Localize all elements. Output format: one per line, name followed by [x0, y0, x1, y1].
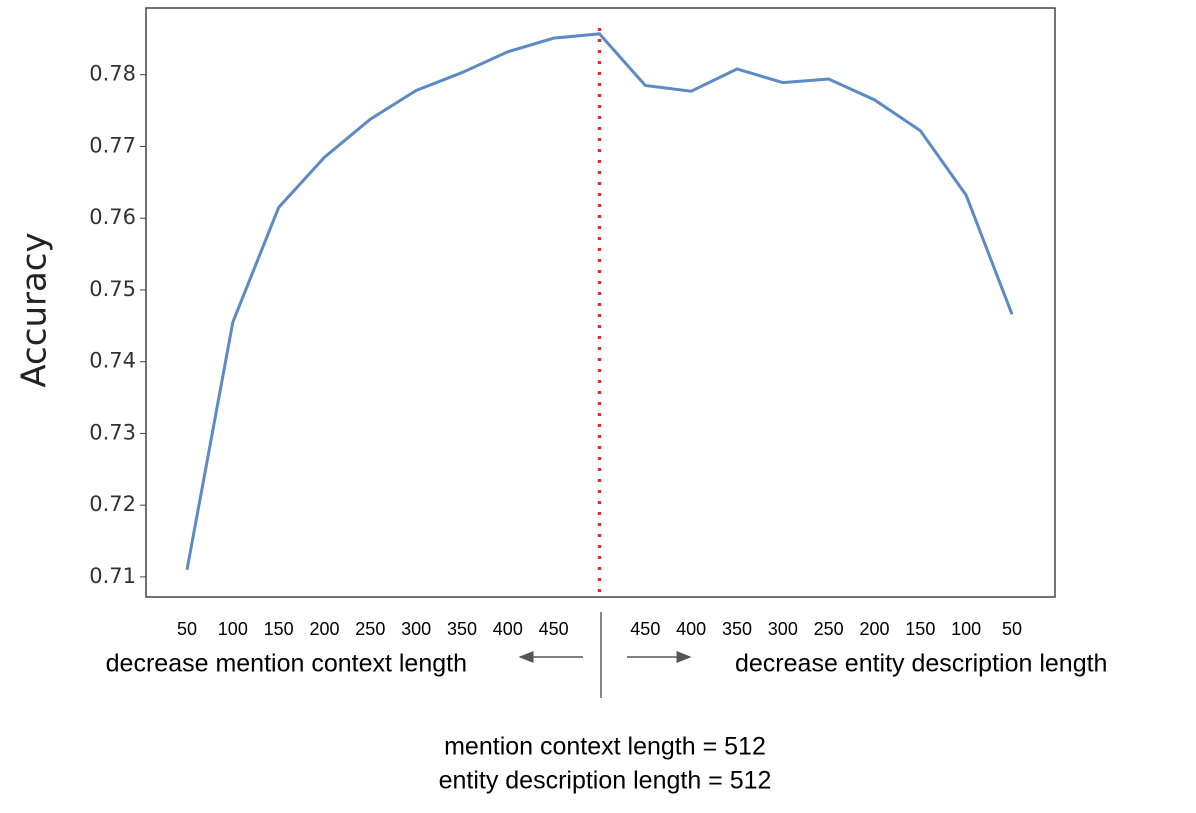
plot-frame [145, 7, 1056, 598]
x-tick-label: 100 [218, 619, 248, 639]
annotation: decrease entity description length [735, 650, 1107, 678]
annotation: mention context length = 512 [444, 733, 766, 761]
line [185, 32, 1014, 571]
x-tick-label: 200 [859, 619, 889, 639]
x-tick-label: 450 [539, 619, 569, 639]
x-tick-label: 50 [1002, 619, 1022, 639]
x-tick-label: 350 [447, 619, 477, 639]
x-tick-label: 250 [355, 619, 385, 639]
y-tick-label: 0.76 [89, 205, 136, 229]
x-tick-label: 150 [905, 619, 935, 639]
x-tick-label: 350 [722, 619, 752, 639]
x-tick-label: 250 [814, 619, 844, 639]
y-tick-label: 0.78 [89, 62, 136, 86]
x-tick-label: 450 [630, 619, 660, 639]
y-axis-label: Accuracy [15, 232, 55, 387]
x-tick-label: 150 [264, 619, 294, 639]
x-tick-label: 400 [493, 619, 523, 639]
y-tick-label: 0.74 [89, 349, 136, 373]
annotation: entity description length = 512 [439, 767, 772, 795]
x-tick-label: 300 [401, 619, 431, 639]
y-tick-label: 0.71 [89, 564, 136, 588]
x-tick-label: 50 [177, 619, 197, 639]
y-tick-label: 0.72 [89, 492, 136, 516]
x-tick-label: 200 [309, 619, 339, 639]
x-tick-label: 400 [676, 619, 706, 639]
annotation: decrease mention context length [106, 650, 467, 678]
y-tick-label: 0.77 [89, 133, 136, 157]
y-tick-label: 0.73 [89, 420, 136, 444]
x-tick-label: 300 [768, 619, 798, 639]
x-tick-label: 100 [951, 619, 981, 639]
y-tick-label: 0.75 [89, 277, 136, 301]
